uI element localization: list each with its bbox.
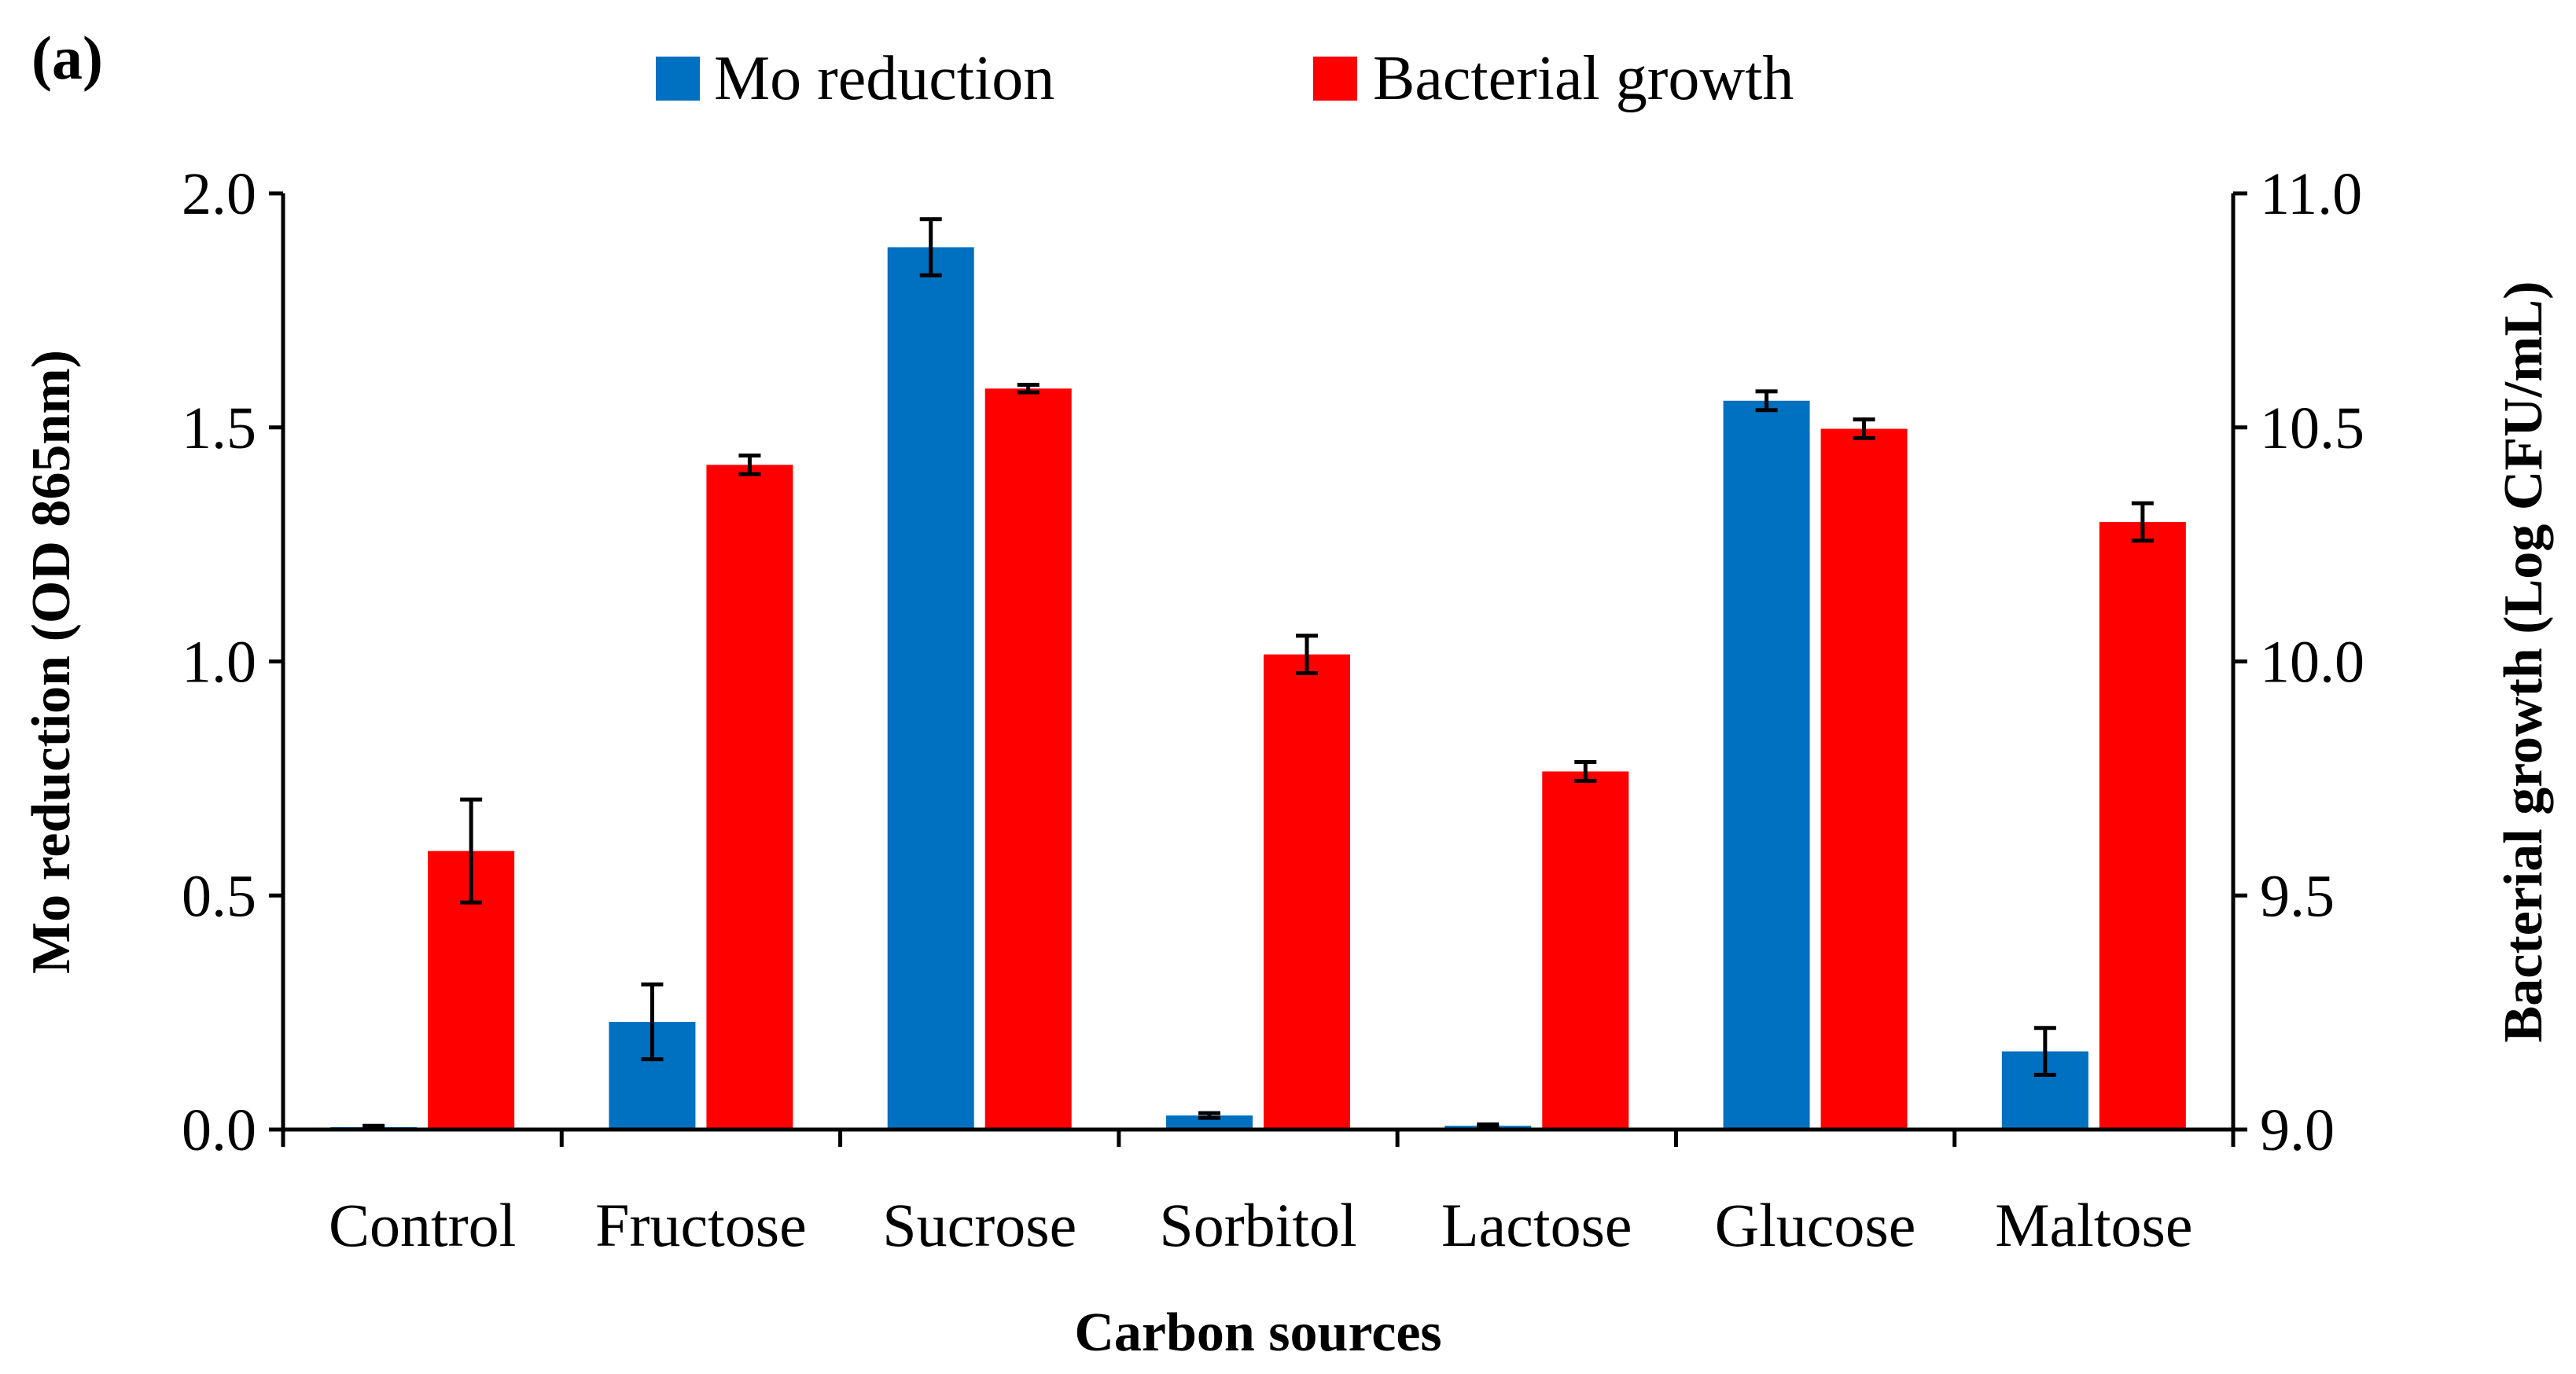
bar-bacterial-growth — [984, 388, 1072, 1130]
bar-bacterial-growth — [1820, 428, 1908, 1130]
right-y-axis-title: Bacterial growth (Log CFU/mL) — [2493, 281, 2554, 1043]
x-category-label: Sorbitol — [1159, 1191, 1356, 1259]
left-y-tick-label: 1.0 — [182, 630, 256, 696]
x-category-label: Glucose — [1715, 1191, 1916, 1259]
x-category-label: Fructose — [595, 1191, 807, 1259]
x-category-label: Lactose — [1441, 1191, 1632, 1259]
legend-label-bacterial-growth: Bacterial growth — [1373, 44, 1794, 113]
error-bar-bacterial-growth — [1574, 760, 1597, 783]
error-bar-mo-reduction — [1477, 1122, 1500, 1130]
error-bar-bacterial-growth — [1296, 634, 1318, 675]
bar-bacterial-growth — [706, 465, 793, 1130]
error-bar-bacterial-growth — [2131, 501, 2154, 543]
error-bar-bacterial-growth — [1853, 417, 1875, 440]
bar-mo-reduction — [1166, 1115, 1253, 1130]
bar-bacterial-growth — [1542, 771, 1629, 1130]
bars — [330, 247, 2186, 1130]
legend-label-mo-reduction: Mo reduction — [714, 44, 1054, 113]
legend: Mo reduction Bacterial growth — [656, 44, 1794, 113]
error-bar-bacterial-growth — [460, 797, 483, 905]
bar-bacterial-growth — [2099, 522, 2186, 1130]
right-y-tick-label: 10.0 — [2260, 630, 2364, 696]
error-bar-mo-reduction — [641, 982, 664, 1062]
legend-swatch-mo-reduction — [656, 57, 700, 101]
left-y-axis-title: Mo reduction (OD 865nm) — [21, 350, 82, 974]
right-y-tick-label: 9.0 — [2260, 1097, 2335, 1163]
bar-bacterial-growth — [1264, 654, 1350, 1130]
right-y-tick-label: 10.5 — [2260, 395, 2364, 461]
error-bar-mo-reduction — [919, 217, 942, 277]
x-axis-title: Carbon sources — [1074, 1302, 1441, 1363]
bar-mo-reduction — [887, 247, 974, 1130]
panel-label: (a) — [31, 24, 103, 92]
axis-ticks: 0.0 0.5 1.0 1.5 2.0 9.0 9.5 10.0 10.5 11.0 Control… — [182, 161, 2364, 1259]
x-category-label: Maltose — [1995, 1191, 2192, 1259]
error-bar-mo-reduction — [1198, 1111, 1220, 1120]
right-y-tick-label: 11.0 — [2260, 161, 2362, 227]
x-category-label: Control — [329, 1191, 516, 1259]
x-category-label: Sucrose — [882, 1191, 1076, 1259]
error-bar-bacterial-growth — [738, 453, 761, 476]
error-bar-mo-reduction — [1755, 389, 1778, 413]
error-bar-mo-reduction — [2033, 1026, 2056, 1077]
left-y-tick-label: 0.5 — [182, 863, 256, 929]
right-y-tick-label: 9.5 — [2260, 863, 2335, 929]
left-y-tick-label: 2.0 — [182, 161, 256, 227]
left-y-tick-label: 1.5 — [182, 395, 256, 461]
error-bars — [362, 217, 2154, 1131]
legend-swatch-bacterial-growth — [1313, 57, 1357, 101]
bar-mo-reduction — [1723, 400, 1810, 1130]
error-bar-bacterial-growth — [1017, 383, 1040, 395]
left-y-tick-label: 0.0 — [182, 1097, 256, 1163]
